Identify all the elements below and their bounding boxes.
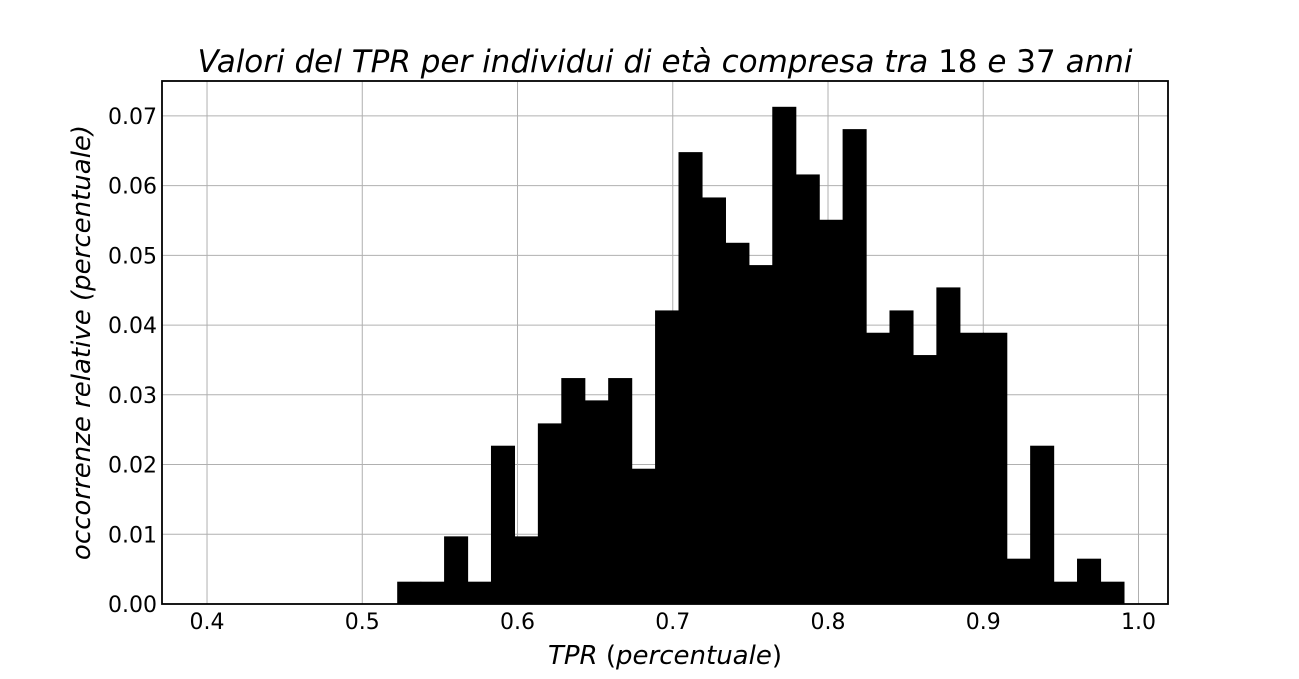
histogram-bar [842,129,867,604]
histogram-bar [748,265,773,604]
histogram-bar [936,287,961,604]
y-tick-label: 0.05 [108,244,157,269]
histogram-bar [631,468,656,604]
histogram-bar [678,152,703,605]
histogram-bar [537,423,562,604]
histogram-bar [1030,445,1055,604]
histogram-bar [467,581,492,604]
y-tick-label: 0.07 [108,105,157,130]
histogram-bar [889,310,914,604]
histogram-bar [701,197,726,605]
histogram-bar [584,400,609,604]
histogram-bar [608,378,633,604]
x-tick-label: 0.5 [345,610,380,635]
x-axis-label: TPR (percentuale) [548,641,782,671]
y-tick-label: 0.04 [108,314,157,339]
x-tick-label: 1.0 [1121,610,1156,635]
y-tick-label: 0.00 [108,593,157,618]
y-tick-label: 0.06 [108,175,157,200]
histogram-bar [1100,581,1125,604]
histogram-bar [1053,581,1078,604]
x-tick-label: 0.8 [811,610,846,635]
x-tick-label: 0.9 [966,610,1001,635]
histogram-bar [866,332,891,604]
histogram-bar [561,378,586,604]
histogram-bar [1006,558,1031,604]
histogram-bar [444,536,469,604]
histogram-bar [655,310,680,604]
x-tick-label: 0.4 [190,610,225,635]
x-tick-label: 0.6 [500,610,535,635]
histogram-bar [959,332,984,604]
histogram-bar [983,332,1008,604]
x-tick-label: 0.7 [655,610,690,635]
plot-frame [161,80,1169,605]
histogram-bar [795,174,820,604]
chart-title: Valori del TPR per individui di età comp… [197,44,1132,80]
histogram-bar [819,219,844,604]
histogram-bar [490,445,516,604]
histogram-bar [420,581,445,604]
histogram-bar [397,581,422,604]
histogram-bar [912,355,937,604]
y-tick-label: 0.02 [108,454,157,479]
y-axis-label: occorrenze relative (percentuale) [67,125,97,560]
y-tick-label: 0.03 [108,384,157,409]
histogram-bars [397,106,1125,605]
histogram-bar [1077,558,1102,604]
axis-ticks: 0.4 0.5 0.6 0.7 0.8 0.9 1.0 0.00 0.01 0.02 0.03 0.0… [108,105,1156,635]
histogram-bar [514,536,539,604]
histogram-bar [725,242,750,605]
y-tick-label: 0.01 [108,523,157,548]
histogram-bar [772,106,797,604]
